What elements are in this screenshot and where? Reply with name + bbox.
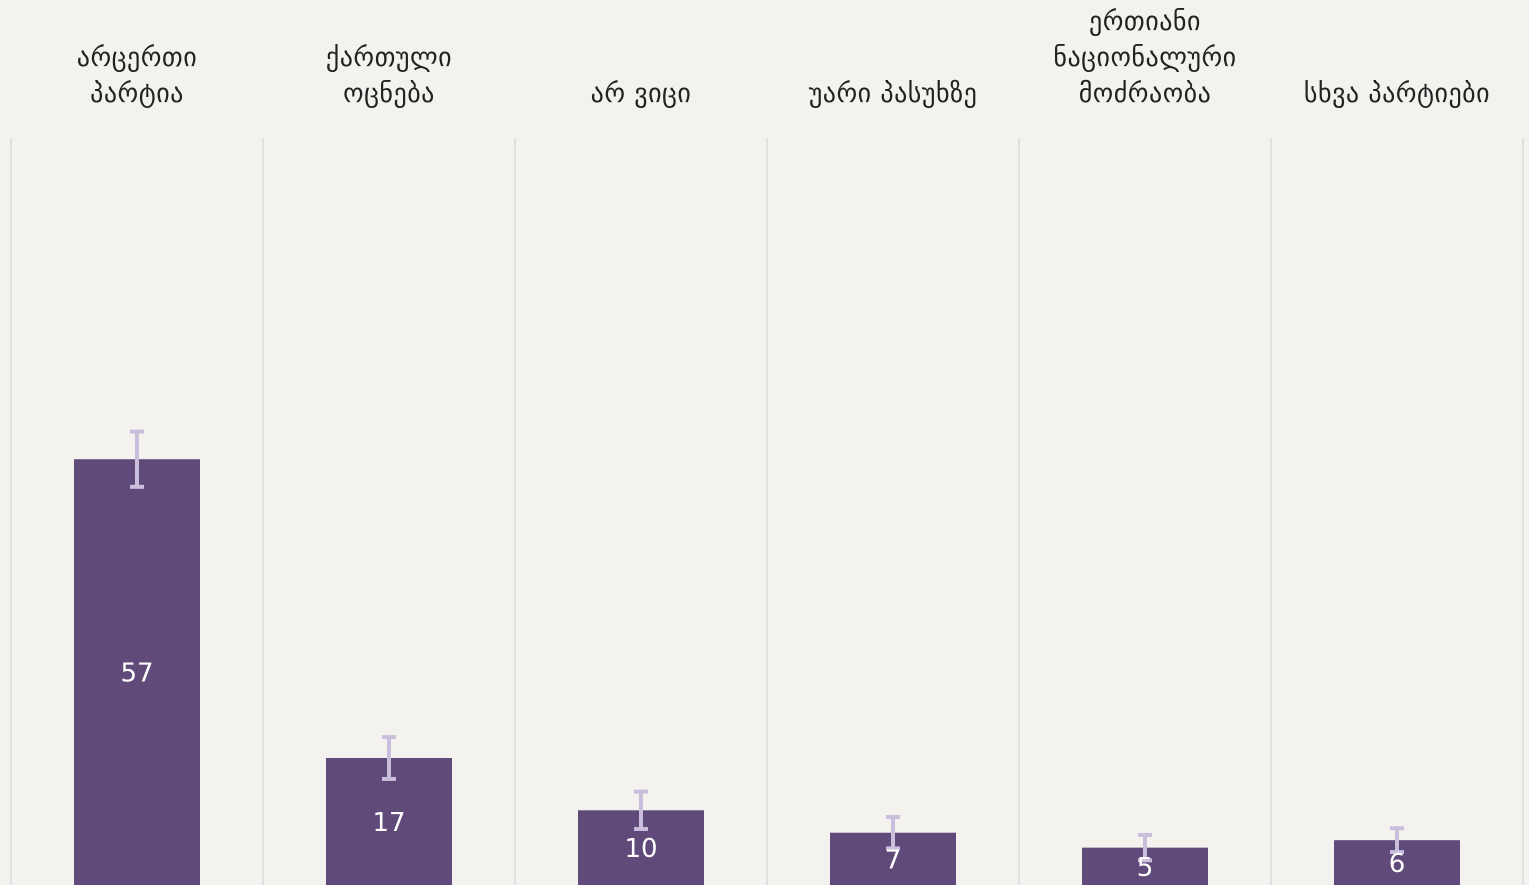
value-label: 17 — [372, 808, 405, 838]
category-label: ერთიანი ნაციონალური მოძრაობა — [1053, 7, 1237, 109]
value-label: 5 — [1137, 853, 1154, 883]
category-label: არ ვიცი — [590, 79, 692, 109]
value-label: 10 — [624, 834, 657, 864]
value-label: 57 — [120, 659, 153, 689]
error-bar — [130, 429, 144, 489]
bar — [74, 459, 200, 885]
category-label: უარი პასუხზე — [808, 79, 978, 109]
error-bar — [886, 815, 900, 851]
error-bar — [634, 789, 648, 831]
value-label: 6 — [1389, 849, 1406, 879]
category-label: არცერთი პარტია — [76, 43, 198, 109]
error-bar — [382, 735, 396, 781]
error-bar — [1390, 826, 1404, 855]
value-label: 7 — [885, 845, 902, 875]
error-bar — [1138, 832, 1152, 863]
category-label: სხვა პარტიები — [1303, 79, 1491, 109]
category-label: ქართული ოცნება — [325, 43, 453, 109]
